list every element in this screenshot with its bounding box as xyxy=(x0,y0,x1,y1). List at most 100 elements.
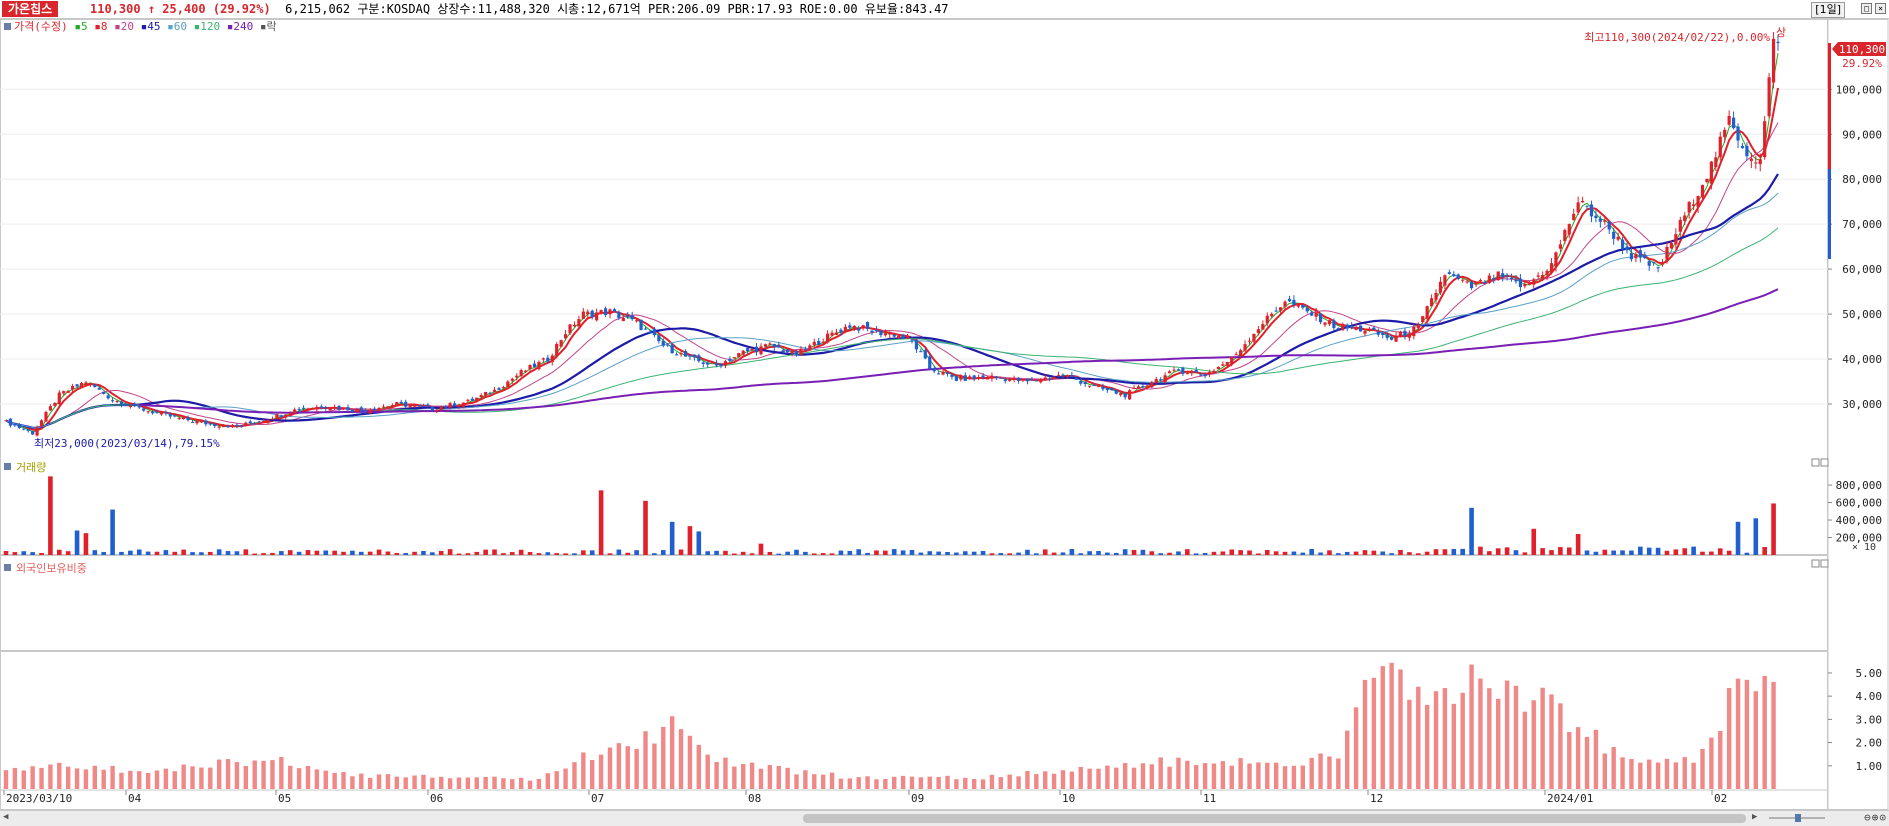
x-tick-label: 02 xyxy=(1714,792,1727,805)
candle-body xyxy=(639,319,643,330)
panel-minimize-icon[interactable] xyxy=(1811,559,1820,568)
volume-bar xyxy=(1531,528,1537,555)
candle-body xyxy=(461,402,466,407)
foreign-ratio-bar xyxy=(1389,662,1394,789)
panel-menu-icon[interactable] xyxy=(4,564,11,571)
candle-body xyxy=(270,418,275,420)
candle-body xyxy=(950,374,954,377)
panel-minimize-icon[interactable] xyxy=(1811,458,1820,467)
candle-body xyxy=(630,315,634,320)
candle-body xyxy=(874,329,879,331)
foreign-ratio-bar xyxy=(1540,687,1545,789)
foreign-ratio-bar xyxy=(1273,762,1279,789)
foreign-ratio-bar xyxy=(456,777,462,789)
volume-bar xyxy=(927,551,933,555)
candle-body xyxy=(550,355,554,362)
restore-icon[interactable]: □ xyxy=(1861,3,1872,14)
foreign-ratio-bar xyxy=(1513,685,1519,789)
candle-body xyxy=(1692,204,1696,206)
volume-bar xyxy=(145,551,151,555)
foreign-ratio-bar xyxy=(1220,761,1226,789)
price-tick-label: 80,000 xyxy=(1842,173,1882,186)
candle-body xyxy=(657,335,661,342)
candle-body xyxy=(1056,374,1061,376)
volume-bar xyxy=(1176,551,1181,555)
panel-close-icon[interactable] xyxy=(1820,559,1829,568)
candle-body xyxy=(1736,126,1740,141)
candle-body xyxy=(133,404,137,406)
volume-bar xyxy=(1016,552,1021,555)
candle-body xyxy=(923,350,927,359)
volume-bar xyxy=(279,551,284,555)
foreign-ratio-bar xyxy=(385,774,391,789)
volume-bar xyxy=(1424,551,1430,555)
foreign-ratio-bar xyxy=(669,716,675,789)
volume-bar xyxy=(918,552,924,555)
volume-bar xyxy=(376,549,382,555)
x-tick-label: 07 xyxy=(591,792,604,805)
scroll-thumb[interactable] xyxy=(803,814,1746,823)
candle-body xyxy=(1207,371,1212,374)
volume-bar xyxy=(1158,553,1163,555)
candle-body xyxy=(719,364,723,367)
volume-bar xyxy=(563,553,568,555)
zoom-slider[interactable] xyxy=(1767,813,1827,823)
candle-body xyxy=(22,428,26,430)
foreign-ratio-bar xyxy=(1575,727,1581,789)
zoom-icons[interactable]: ⊖⊕⊙ xyxy=(1864,811,1887,824)
foreign-ratio-bar xyxy=(954,779,959,789)
foreign-ratio-bar xyxy=(820,774,826,789)
foreign-ratio-bar xyxy=(48,764,53,789)
candle-body xyxy=(1434,292,1438,300)
foreign-ratio-bar xyxy=(1051,773,1057,789)
candle-body xyxy=(568,324,572,334)
foreign-ratio-bar xyxy=(190,766,195,789)
candle-body xyxy=(555,343,559,356)
close-icon[interactable]: × xyxy=(1875,3,1886,14)
candle-body xyxy=(53,402,57,406)
candle-body xyxy=(1629,252,1634,260)
candle-body xyxy=(732,357,736,359)
volume-bar xyxy=(1007,553,1012,555)
candle-body xyxy=(714,363,719,366)
volume-bar xyxy=(1762,546,1767,555)
scroll-right-icon[interactable]: ▶ xyxy=(1752,812,1758,822)
panel-menu-icon[interactable] xyxy=(4,463,11,470)
candle-body xyxy=(1603,220,1607,222)
volume-bar xyxy=(438,550,444,555)
listed-shares: 상장수:11,488,320 xyxy=(437,2,550,16)
volume-bar xyxy=(714,550,719,555)
candle-body xyxy=(977,377,981,379)
foreign-ratio-bar xyxy=(1202,763,1208,789)
candle-body xyxy=(710,362,714,364)
foreign-ratio-bar xyxy=(225,759,231,789)
foreign-ratio-bar xyxy=(1060,770,1066,789)
foreign-ratio-bar xyxy=(687,735,693,789)
foreign-ratio-bar xyxy=(1282,766,1288,789)
candle-body xyxy=(1683,215,1687,222)
horizontal-scrollbar[interactable]: ◀ ▶ ⊖⊕⊙ xyxy=(0,810,1889,826)
volume-bar xyxy=(1291,551,1297,555)
panel-close-icon[interactable] xyxy=(1820,458,1829,467)
volume-bar xyxy=(1433,549,1439,555)
candle-body xyxy=(1541,275,1545,280)
candle-body xyxy=(648,331,652,333)
candle-body xyxy=(1083,381,1087,385)
panel-menu-icon[interactable] xyxy=(4,23,11,30)
stock-name-tag[interactable]: 가온칩스 xyxy=(2,1,59,17)
foreign-ratio-bar xyxy=(900,775,906,789)
foreign-ratio-bar xyxy=(1664,758,1670,789)
stock-chart[interactable]: 100,000 90,000 80,000 70,000 60,000 50,000 40,… xyxy=(0,19,1889,810)
period-selector[interactable]: [1일] xyxy=(1811,2,1845,18)
candle-body xyxy=(1185,373,1189,375)
volume-bar xyxy=(1229,549,1235,555)
candle-body xyxy=(1438,281,1443,293)
volume-bar xyxy=(669,521,675,555)
scroll-left-icon[interactable]: ◀ xyxy=(3,812,9,822)
foreign-ratio-bar xyxy=(1682,757,1687,789)
candle-body xyxy=(17,424,21,429)
volume-bar xyxy=(1717,548,1723,555)
volume-bar xyxy=(21,551,27,555)
volume-bar xyxy=(39,553,44,555)
foreign-ratio-bar xyxy=(1478,678,1483,789)
